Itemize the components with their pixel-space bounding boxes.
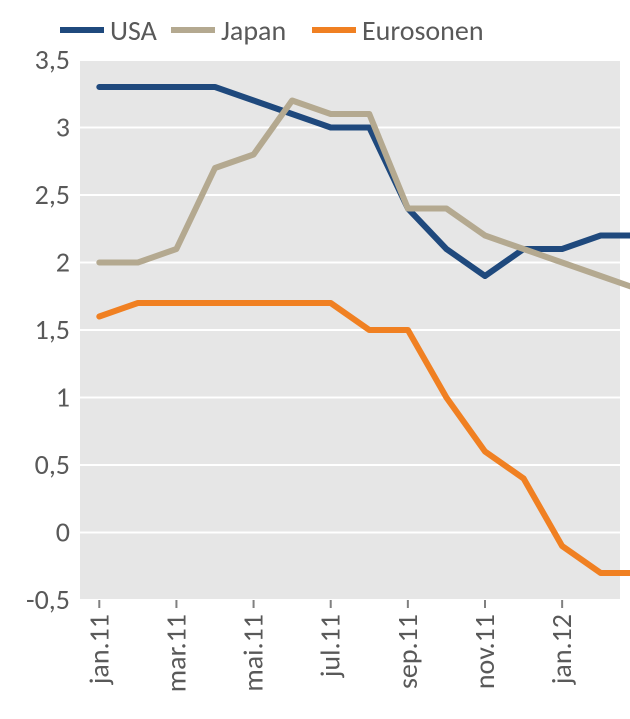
- line-chart: -0,5 0 0,5 1 1,5 2 2,5 3 3,5 jan.11 mar.11 mai.11 ju…: [0, 0, 630, 719]
- y-tick-label: 2: [56, 245, 70, 280]
- x-tick-label: sep.11: [390, 614, 425, 689]
- y-tick-label: 3,5: [35, 42, 70, 77]
- x-tick-label: jul.11: [313, 614, 348, 678]
- y-tick-label: -0,5: [26, 582, 70, 617]
- legend-label: USA: [110, 13, 158, 48]
- y-tick-label: 0,5: [35, 447, 70, 482]
- x-tick-label: mai.11: [236, 614, 271, 692]
- y-tick-label: 1: [56, 380, 70, 415]
- y-tick-label: 0: [56, 515, 70, 550]
- legend-label: Eurosonen: [362, 13, 484, 48]
- y-tick-label: 2,5: [35, 177, 70, 212]
- x-tick-label: jan.11: [81, 614, 116, 685]
- x-tick-label: jan.12: [544, 614, 579, 685]
- y-tick-label: 1,5: [35, 312, 70, 347]
- x-tick-label: nov.11: [467, 614, 502, 689]
- x-tick-label: mar.11: [158, 614, 193, 692]
- legend-label: Japan: [221, 13, 286, 48]
- y-tick-label: 3: [56, 110, 70, 145]
